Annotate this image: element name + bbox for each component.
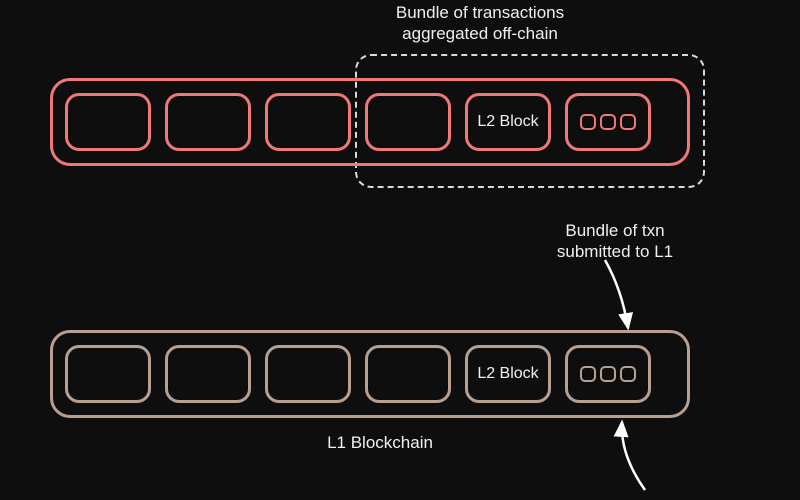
bottom-block-l2: L2 Block [465, 345, 551, 403]
mini-txn-icon [620, 114, 636, 130]
top-mini-row [580, 114, 636, 130]
arrow-to-l1 [605, 260, 628, 328]
bottom-chain: L2 Block [50, 330, 690, 418]
bottom-mini-row [580, 366, 636, 382]
top-block-2 [165, 93, 251, 151]
top-block-l2-label: L2 Block [477, 113, 538, 131]
bottom-block-2 [165, 345, 251, 403]
bottom-block-bundle [565, 345, 651, 403]
mini-txn-icon [580, 114, 596, 130]
arrow-from-bottom [622, 422, 645, 490]
mini-txn-icon [580, 366, 596, 382]
bottom-block-3 [265, 345, 351, 403]
mini-txn-icon [600, 366, 616, 382]
bottom-block-1 [65, 345, 151, 403]
top-block-bundle [565, 93, 651, 151]
label-bundle-top: Bundle of transactions aggregated off-ch… [350, 2, 610, 45]
top-block-l2: L2 Block [465, 93, 551, 151]
top-block-3 [265, 93, 351, 151]
top-block-4 [365, 93, 451, 151]
bottom-block-l2-label: L2 Block [477, 365, 538, 383]
mini-txn-icon [600, 114, 616, 130]
label-bundle-mid: Bundle of txn submitted to L1 [515, 220, 715, 263]
bottom-block-4 [365, 345, 451, 403]
top-block-1 [65, 93, 151, 151]
label-l1-caption: L1 Blockchain [280, 432, 480, 453]
top-chain: L2 Block [50, 78, 690, 166]
mini-txn-icon [620, 366, 636, 382]
